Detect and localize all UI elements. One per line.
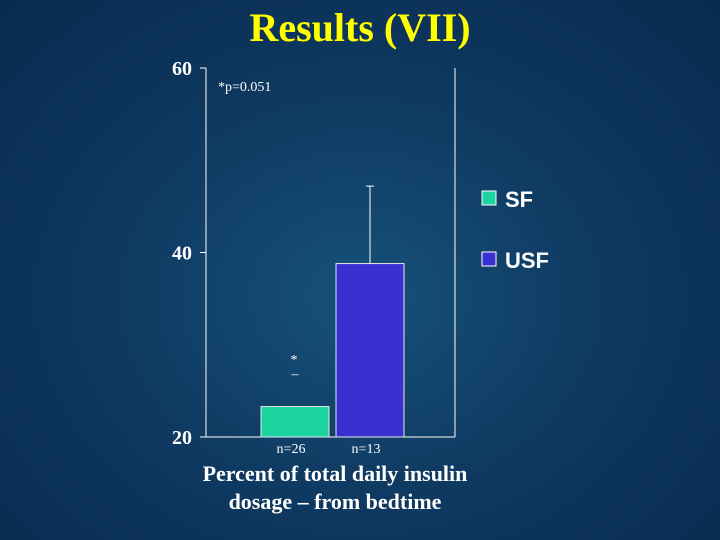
significance-star: * [291, 353, 298, 368]
slide-title: Results (VII) [249, 5, 471, 50]
bar-sf [260, 406, 330, 438]
legend-label-usf: USF [505, 248, 549, 273]
y-tick-label-60: 60 [172, 58, 192, 80]
bar-usf [335, 263, 405, 438]
legend-swatch-sf [481, 190, 497, 206]
legend-label-sf: SF [505, 187, 533, 212]
bar-label-usf: n=13 [352, 442, 381, 457]
significance-dash: – [291, 367, 300, 382]
bar-label-sf: n=26 [277, 442, 306, 457]
legend-swatch-usf [481, 251, 497, 267]
y-tick-label-20: 20 [172, 427, 192, 449]
p-value-annotation: *p=0.051 [218, 80, 271, 95]
chart-caption: Percent of total daily insulin dosage – … [202, 461, 468, 514]
y-tick-label-40: 40 [172, 243, 192, 265]
